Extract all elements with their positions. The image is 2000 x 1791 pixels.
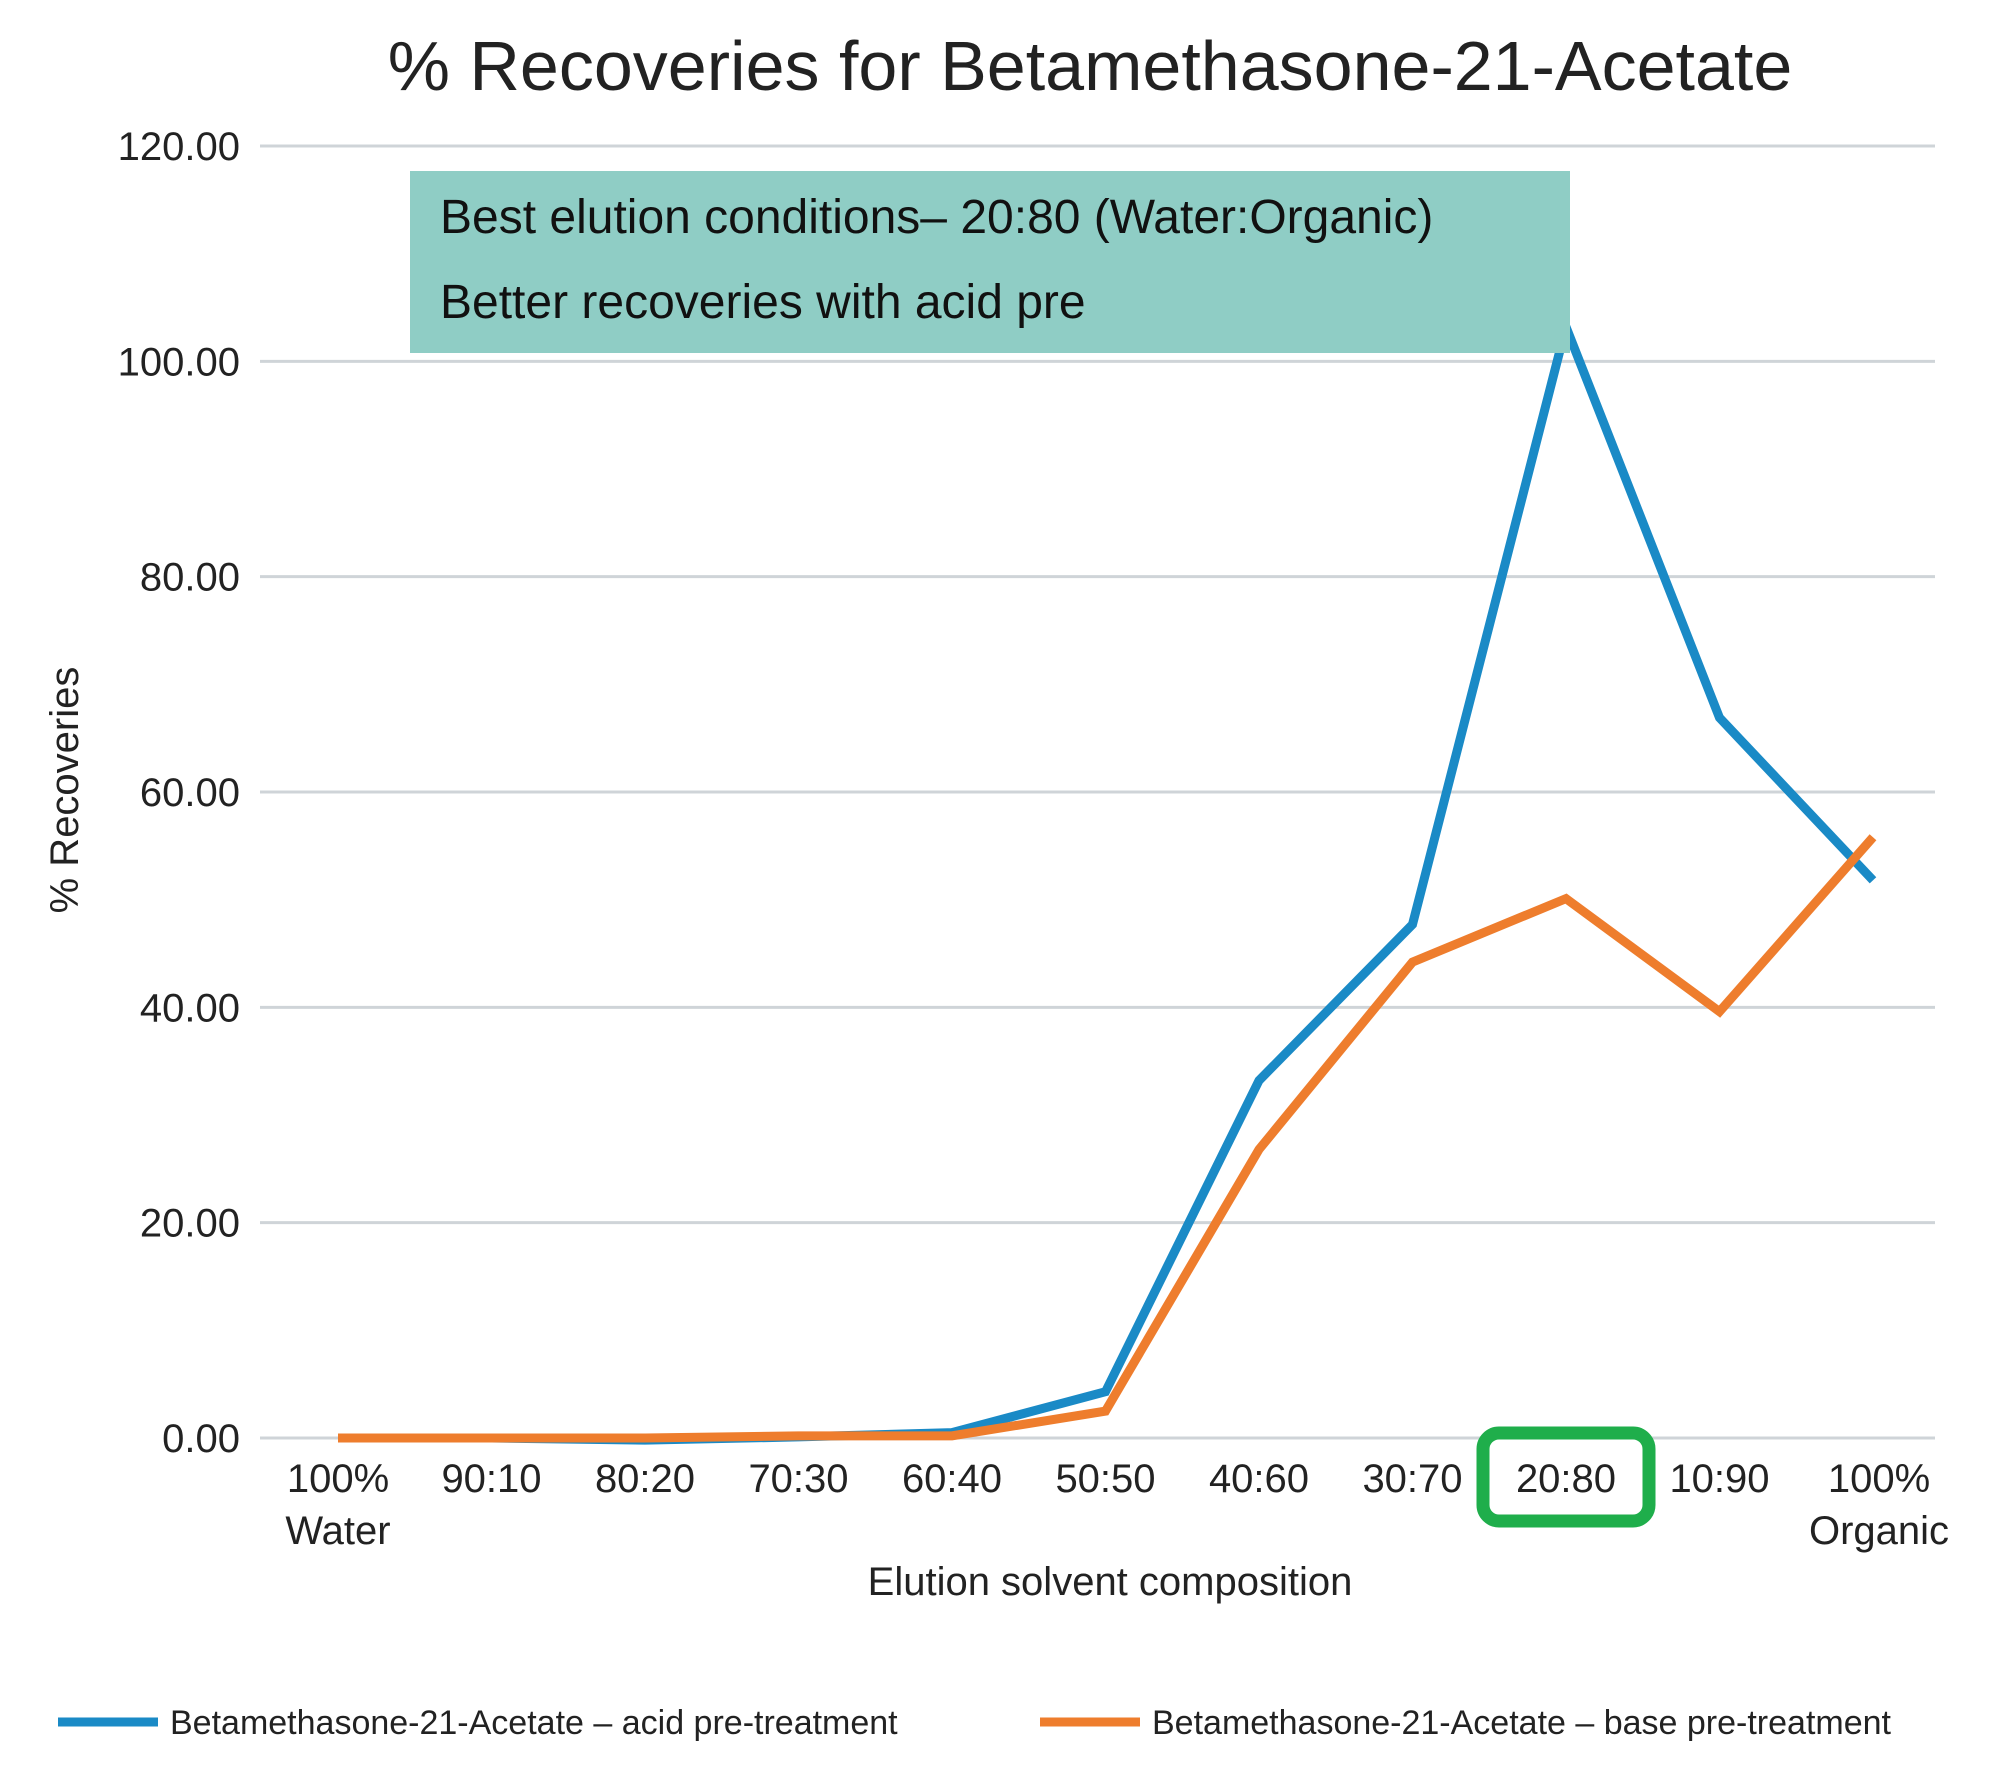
y-tick-label: 120.00 (118, 125, 240, 169)
y-tick-label: 100.00 (118, 340, 240, 384)
series-lines (337, 312, 1877, 1445)
series-line (338, 834, 1877, 1443)
x-tick-label: 10:90 (1669, 1457, 1769, 1501)
y-axis-label: % Recoveries (43, 667, 87, 914)
series-line (338, 312, 1877, 1445)
x-tick-label: 60:40 (902, 1457, 1002, 1501)
x-tick-label: 70:30 (748, 1457, 848, 1501)
x-tick-label: 20:80 (1516, 1457, 1616, 1501)
x-tick-label: 80:20 (595, 1457, 695, 1501)
legend-label: Betamethasone-21-Acetate – base pre-trea… (1152, 1704, 1892, 1742)
x-tick-label: 90:10 (441, 1457, 541, 1501)
legend: Betamethasone-21-Acetate – acid pre-trea… (58, 1704, 1892, 1742)
y-tick-label: 0.00 (162, 1417, 240, 1461)
gridlines (260, 144, 1935, 1440)
y-tick-labels: 0.00 20.00 40.00 60.00 80.00 100.00 120.00 (118, 125, 240, 1461)
y-tick-label: 60.00 (140, 771, 240, 815)
x-tick-label: 30:70 (1362, 1457, 1462, 1501)
y-tick-label: 20.00 (140, 1202, 240, 1246)
annotation-line-2: Better recoveries with acid pre (440, 276, 1086, 329)
x-tick-label: 40:60 (1209, 1457, 1309, 1501)
x-tick-label: 100% (287, 1457, 389, 1501)
legend-label: Betamethasone-21-Acetate – acid pre-trea… (170, 1704, 898, 1742)
x-axis-label: Elution solvent composition (868, 1560, 1353, 1604)
annotation-line-1: Best elution conditions– 20:80 (Water:Or… (440, 191, 1433, 244)
y-tick-label: 40.00 (140, 986, 240, 1030)
x-tick-label: Water (285, 1509, 390, 1553)
y-tick-label: 80.00 (140, 556, 240, 600)
annotation-background (410, 171, 1570, 353)
x-tick-label: Organic (1809, 1509, 1949, 1553)
x-tick-label: 100% (1828, 1457, 1930, 1501)
x-tick-labels: 100% Water 90:10 80:20 70:30 60:40 50:50 40:60 3… (285, 1426, 1949, 1553)
chart-title: % Recoveries for Betamethasone-21-Acetat… (388, 27, 1793, 105)
highlight-box (1476, 1426, 1656, 1528)
x-tick-label: 50:50 (1055, 1457, 1155, 1501)
annotation-box: Best elution conditions– 20:80 (Water:Or… (410, 171, 1570, 353)
